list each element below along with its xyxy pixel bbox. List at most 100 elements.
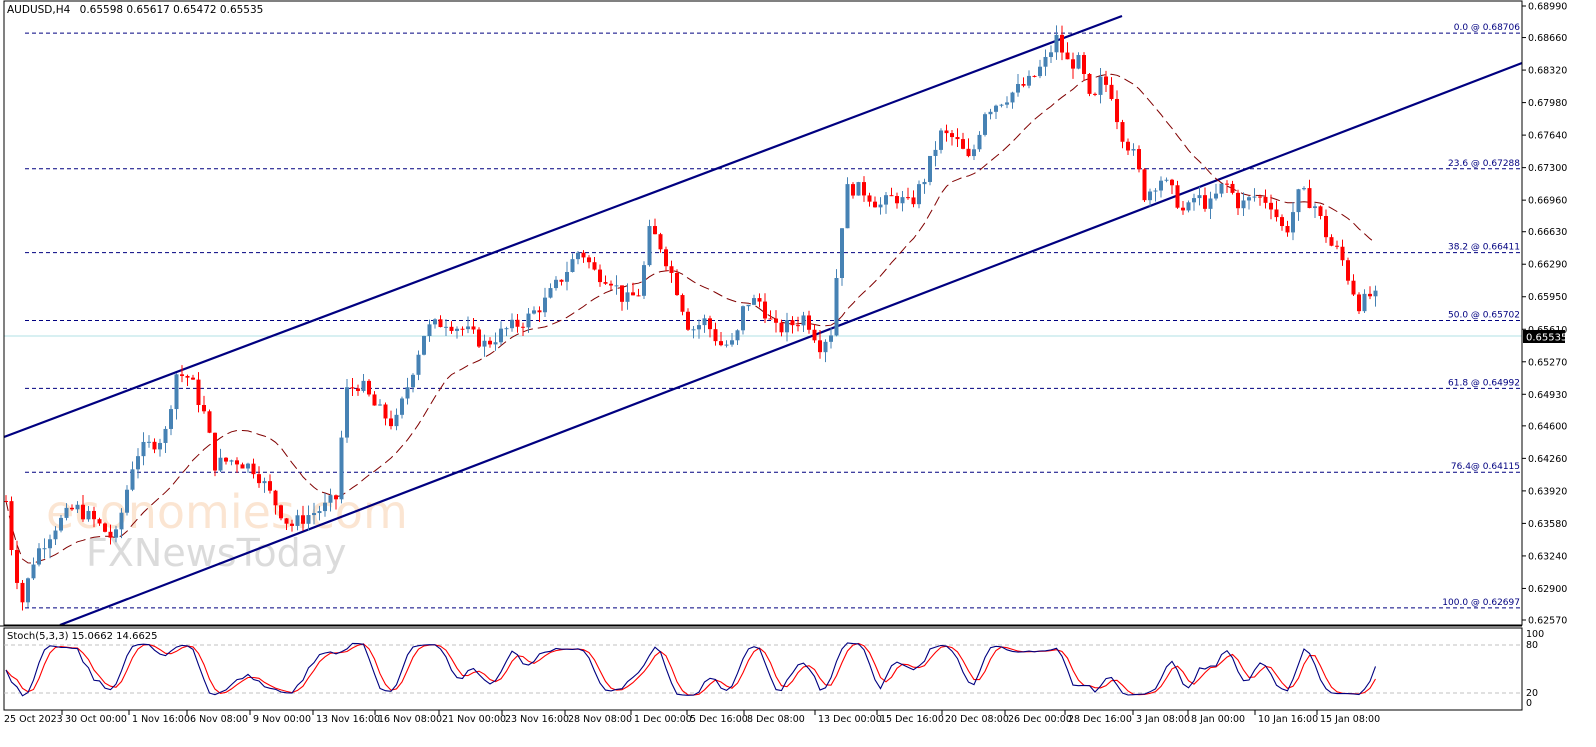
bear-candle <box>279 505 283 519</box>
bull-candle <box>840 228 844 279</box>
bull-candle <box>295 515 300 526</box>
bull-candle <box>1131 149 1136 151</box>
bear-candle <box>1324 215 1328 238</box>
bull-candle <box>1098 76 1103 95</box>
bull-candle <box>42 548 47 550</box>
bull-candle <box>59 517 63 531</box>
bull-candle <box>158 442 162 450</box>
bear-candle <box>796 325 800 327</box>
ascending-channel[interactable] <box>3 14 1523 627</box>
time-tick-label: 28 Dec 16:00 <box>1068 714 1132 725</box>
bear-candle <box>675 272 679 296</box>
time-tick-label: 23 Nov 16:00 <box>505 714 569 725</box>
bull-candle <box>543 297 547 313</box>
bull-candle <box>1313 206 1317 209</box>
bull-candle <box>741 306 745 331</box>
bull-candle <box>691 329 696 331</box>
bull-candle <box>493 342 498 345</box>
price-tick-label: 0.67640 <box>1528 131 1567 142</box>
bear-candle <box>1230 183 1235 193</box>
time-tick-label: 5 Dec 16:00 <box>690 714 748 725</box>
bear-candle <box>1263 196 1268 203</box>
bull-candle <box>218 457 223 471</box>
candlesticks[interactable] <box>4 25 1378 611</box>
price-tick-label: 0.66630 <box>1528 227 1567 238</box>
time-axis[interactable]: 25 Oct 2023 30 Oct 00:00 1 Nov 16:00 6 Nov … <box>4 710 1380 725</box>
bear-candle <box>812 329 817 341</box>
bear-candle <box>350 387 355 389</box>
bull-candle <box>405 387 410 399</box>
bear-candle <box>713 329 718 342</box>
bear-candle <box>1093 93 1097 95</box>
bear-candle <box>4 500 8 502</box>
bull-candle <box>400 398 404 415</box>
bear-candle <box>873 201 877 208</box>
bull-candle <box>642 265 646 296</box>
bear-candle <box>658 234 663 250</box>
bear-candle <box>1126 141 1130 151</box>
bear-candle <box>1137 149 1141 170</box>
bull-candle <box>1373 290 1378 297</box>
moving-average-line[interactable] <box>5 73 1376 564</box>
bull-candle <box>1362 293 1367 312</box>
fib-level-label: 23.6 @ 0.67288 <box>1448 159 1520 169</box>
price-tick-label: 0.62900 <box>1528 584 1567 595</box>
bull-candle <box>1005 102 1009 105</box>
bull-candle <box>246 463 250 469</box>
bear-candle <box>1318 206 1323 216</box>
bear-candle <box>1142 169 1147 201</box>
bear-candle <box>477 329 481 347</box>
bull-candle <box>455 328 459 331</box>
bear-candle <box>950 133 954 138</box>
bull-candle <box>136 456 140 470</box>
bear-candle <box>1368 293 1372 297</box>
time-tick-label: 15 Jan 08:00 <box>1320 714 1380 725</box>
bear-candle <box>240 464 245 469</box>
stochastic-signal-line[interactable] <box>5 642 1376 696</box>
bull-candle <box>147 441 151 443</box>
time-tick-label: 10 Jan 16:00 <box>1258 714 1318 725</box>
stochastic-panel-frame <box>3 627 1523 711</box>
time-tick-label: 21 Nov 00:00 <box>442 714 506 725</box>
bull-candle <box>1049 52 1053 57</box>
bear-candle <box>889 195 894 197</box>
channel-upper-line[interactable] <box>3 14 1123 439</box>
time-tick-label: 1 Nov 16:00 <box>132 714 190 725</box>
symbol-header: AUDUSD,H4 0.65598 0.65617 0.65472 0.6553… <box>7 4 263 16</box>
bear-candle <box>449 326 454 331</box>
fib-level-label: 50.0 @ 0.65702 <box>1448 310 1520 320</box>
bull-candle <box>510 319 514 329</box>
bear-candle <box>1060 34 1064 53</box>
bull-candle <box>746 304 751 307</box>
bear-candle <box>284 518 289 524</box>
bull-candle <box>999 104 1004 106</box>
bull-candle <box>1010 92 1015 103</box>
bear-candle <box>356 388 360 391</box>
bull-candle <box>1302 188 1306 190</box>
price-tick-label: 0.66960 <box>1528 196 1567 207</box>
bull-candle <box>878 204 883 208</box>
bull-candle <box>702 318 707 326</box>
channel-lower-line[interactable] <box>59 61 1523 627</box>
bear-candle <box>631 292 635 296</box>
bull-candle <box>928 155 932 182</box>
bull-candle <box>1247 197 1251 201</box>
fibonacci-retracement[interactable]: 0.0 @ 0.68706 23.6 @ 0.67288 38.2 @ 0.6641… <box>25 23 1522 609</box>
bull-candle <box>730 340 734 345</box>
bear-candle <box>757 298 762 302</box>
bull-candle <box>416 354 421 375</box>
bull-candle <box>163 428 168 443</box>
time-tick-label: 13 Nov 16:00 <box>316 714 380 725</box>
bull-candle <box>1148 191 1152 201</box>
bull-candle <box>86 510 91 520</box>
bull-candle <box>548 288 553 298</box>
bull-candle <box>1159 180 1163 191</box>
stochastic-main-line[interactable] <box>5 642 1377 697</box>
bear-candle <box>268 481 272 491</box>
price-axis[interactable]: 0.68990 0.68660 0.68320 0.67980 0.67640 0.673… <box>1521 1 1567 627</box>
bear-candle <box>235 460 239 465</box>
bull-candle <box>834 278 839 336</box>
current-price-label: 0.65535 <box>1526 333 1567 344</box>
